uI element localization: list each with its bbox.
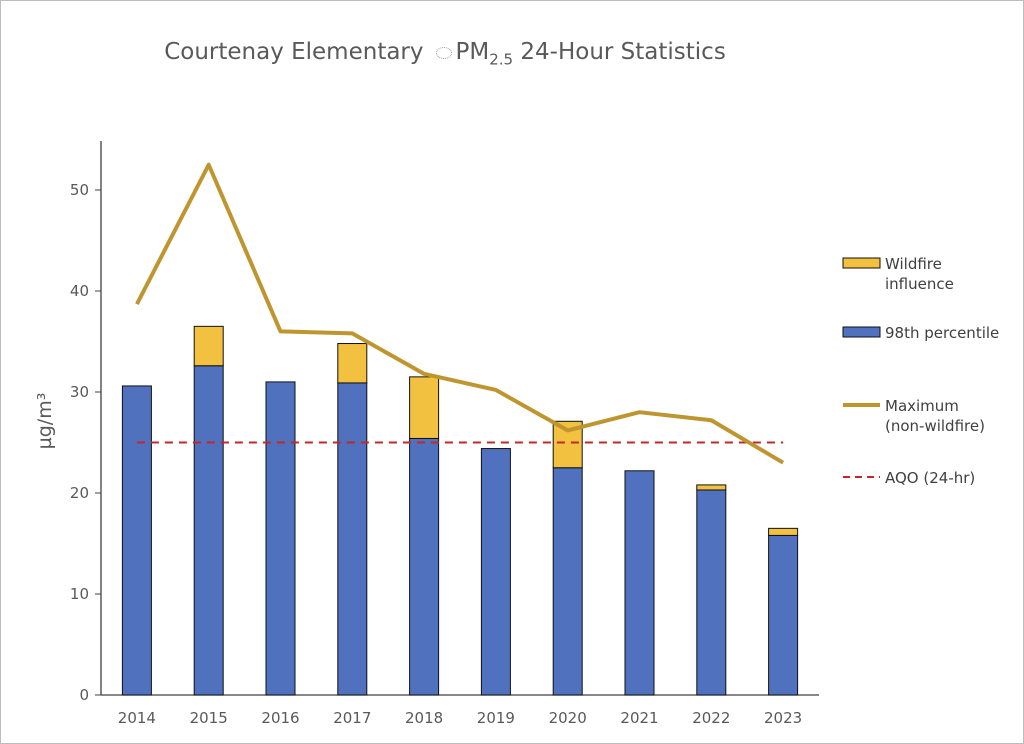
legend-label: Maximum [885, 397, 959, 415]
bar-98th-percentile [337, 382, 368, 696]
title-rest: 24-Hour Statistics [520, 39, 726, 65]
x-tick-label: 2018 [405, 709, 443, 727]
bar-wildfire-influence [768, 527, 799, 536]
bar-98th-percentile [409, 437, 440, 696]
bar-98th-percentile [624, 470, 655, 696]
maximum-line [135, 162, 785, 465]
bar-98th-percentile [768, 534, 799, 696]
x-tick-label: 2019 [477, 709, 515, 727]
bar-98th-percentile [552, 467, 583, 696]
legend-label: influence [885, 275, 954, 293]
legend-label: Wildfire [885, 255, 942, 273]
bar-wildfire-influence [193, 325, 224, 367]
y-tick-label: 30 [70, 383, 89, 401]
x-tick-label: 2022 [692, 709, 730, 727]
x-tick-label: 2014 [118, 709, 156, 727]
legend-swatch-wildfire [842, 257, 881, 269]
bar-98th-percentile [121, 385, 152, 696]
bar-98th-percentile [265, 381, 296, 696]
y-tick-label: 50 [70, 181, 89, 199]
x-tick-label: 2023 [764, 709, 802, 727]
x-tick-label: 2020 [549, 709, 587, 727]
bar-98th-percentile [480, 448, 511, 696]
title-pollutant: PM [455, 39, 490, 65]
title-site: Courtenay Elementary [164, 39, 424, 65]
legend-label: (non-wildfire) [885, 417, 985, 435]
legend-label: 98th percentile [885, 324, 999, 342]
bar-98th-percentile [193, 365, 224, 696]
bar-wildfire-influence [696, 484, 727, 491]
x-tick-label: 2021 [620, 709, 658, 727]
bar-98th-percentile [696, 489, 727, 696]
bar-wildfire-influence [337, 343, 368, 384]
legend-label: AQO (24-hr) [885, 469, 975, 487]
y-axis-label: µg/m³ [34, 393, 56, 450]
anchor-icon [435, 46, 452, 59]
x-tick-label: 2016 [261, 709, 299, 727]
y-tick-label: 40 [70, 282, 89, 300]
chart-title: Courtenay Elementary PM2.5 24-Hour Statis… [1, 39, 889, 69]
x-tick-label: 2017 [333, 709, 371, 727]
x-tick-label: 2015 [190, 709, 228, 727]
title-subscript: 2.5 [489, 50, 514, 69]
bar-wildfire-influence [409, 376, 440, 439]
y-tick-label: 10 [70, 585, 89, 603]
y-tick-label: 20 [70, 484, 89, 502]
legend-swatch-98th [842, 326, 881, 338]
y-tick-label: 0 [79, 686, 89, 704]
